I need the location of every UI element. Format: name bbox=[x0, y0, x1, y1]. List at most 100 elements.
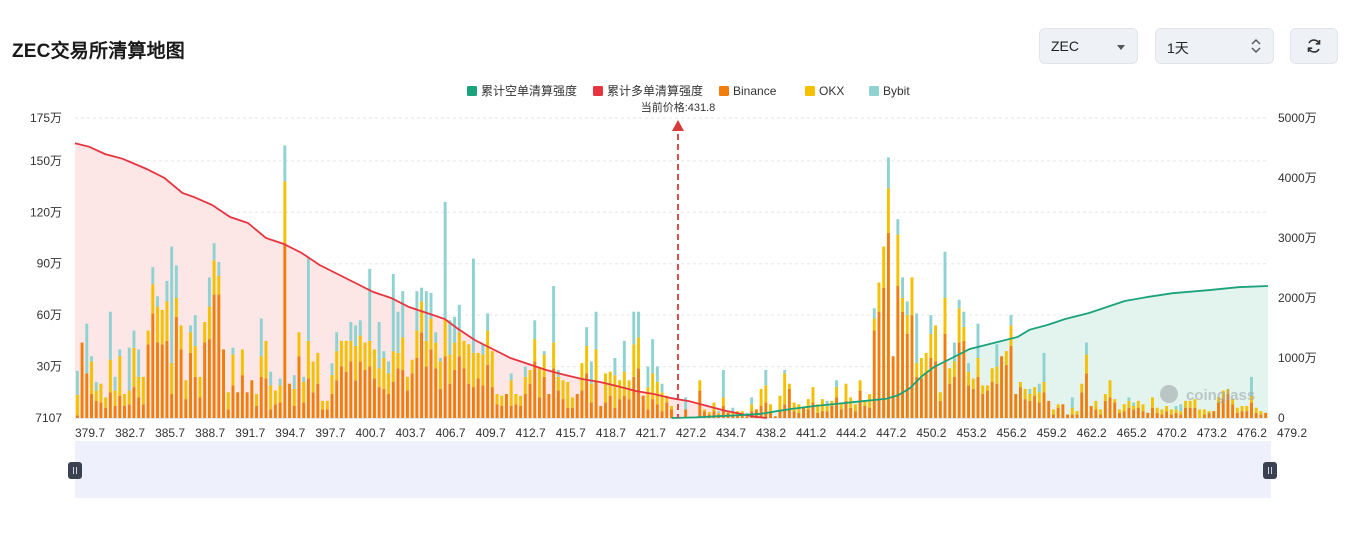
bar-okx bbox=[971, 378, 975, 389]
bar-okx bbox=[401, 337, 405, 370]
x-tick: 403.7 bbox=[395, 426, 425, 440]
bar-okx bbox=[354, 346, 358, 381]
bar-binance bbox=[618, 399, 622, 418]
bar-okx bbox=[269, 385, 273, 410]
bar-okx bbox=[486, 330, 490, 365]
bar-bybit bbox=[589, 361, 593, 384]
bar-okx bbox=[1108, 380, 1112, 398]
bar-okx bbox=[886, 188, 890, 233]
bar-okx bbox=[604, 373, 607, 403]
bar-bybit bbox=[231, 347, 235, 355]
bar-okx bbox=[967, 371, 971, 386]
bar-binance bbox=[1169, 414, 1173, 418]
bar-okx bbox=[156, 306, 159, 343]
legend-label: OKX bbox=[819, 84, 844, 98]
bar-binance bbox=[495, 404, 499, 418]
bar-bybit bbox=[457, 304, 461, 333]
bar-okx bbox=[405, 376, 409, 391]
bar-binance bbox=[1254, 412, 1258, 418]
bar-binance bbox=[349, 361, 353, 418]
symbol-select-value: ZEC bbox=[1051, 38, 1079, 54]
symbol-select[interactable]: ZEC bbox=[1039, 28, 1138, 64]
bar-binance bbox=[1084, 373, 1088, 418]
zoom-handle-right[interactable] bbox=[1263, 462, 1277, 479]
bar-binance bbox=[127, 404, 131, 418]
bar-bybit bbox=[438, 358, 442, 362]
bar-okx bbox=[1240, 406, 1244, 412]
zoom-handle-left[interactable] bbox=[68, 462, 82, 479]
bar-bybit bbox=[377, 322, 381, 369]
bar-binance bbox=[924, 373, 928, 418]
bar-okx bbox=[99, 383, 103, 403]
bar-bybit bbox=[453, 316, 457, 343]
current-price-label: 当前价格:431.8 bbox=[641, 100, 716, 114]
current-price-marker: 当前价格:431.8 bbox=[641, 100, 716, 418]
bar-binance bbox=[1136, 407, 1140, 418]
bar-binance bbox=[1174, 412, 1178, 418]
y-left-tick: 150万 bbox=[30, 154, 62, 168]
bar-bybit bbox=[212, 243, 216, 261]
bar-okx bbox=[717, 412, 721, 415]
bar-binance bbox=[1113, 402, 1117, 418]
bar-bybit bbox=[302, 376, 306, 382]
refresh-button[interactable] bbox=[1290, 28, 1338, 64]
bar-binance bbox=[896, 286, 900, 418]
bar-binance bbox=[118, 395, 122, 418]
bar-bybit bbox=[929, 315, 933, 334]
bar-okx bbox=[198, 376, 202, 398]
bar-okx bbox=[566, 382, 570, 408]
bar-bybit bbox=[1028, 388, 1032, 394]
cumulative-lines bbox=[74, 142, 1269, 419]
bar-okx bbox=[618, 380, 622, 400]
bar-binance bbox=[637, 368, 640, 418]
bar-okx bbox=[1174, 409, 1178, 413]
bar-binance bbox=[217, 294, 221, 418]
bar-okx bbox=[1004, 351, 1008, 365]
bar-bybit bbox=[684, 397, 688, 410]
x-tick: 450.2 bbox=[916, 426, 946, 440]
bar-okx bbox=[882, 246, 886, 288]
bar-okx bbox=[905, 315, 909, 334]
bar-binance bbox=[283, 243, 287, 418]
bar-binance bbox=[594, 382, 598, 418]
bar-bybit bbox=[1009, 315, 1013, 326]
bar-okx bbox=[420, 301, 424, 333]
bar-binance bbox=[94, 400, 98, 418]
period-select[interactable]: 1天 bbox=[1155, 28, 1274, 64]
bar-okx bbox=[844, 383, 848, 401]
bar-okx bbox=[556, 376, 560, 391]
bar-bybit bbox=[207, 277, 211, 307]
bar-okx bbox=[1122, 404, 1126, 412]
bar-okx bbox=[316, 352, 320, 384]
bar-binance bbox=[240, 375, 244, 418]
bar-okx bbox=[490, 351, 494, 388]
zoom-slider bbox=[68, 441, 1277, 498]
bar-okx bbox=[877, 282, 881, 312]
bar-okx bbox=[174, 298, 178, 317]
bar-bybit bbox=[750, 397, 754, 405]
bar-binance bbox=[264, 378, 268, 418]
bar-binance bbox=[938, 400, 942, 418]
bar-okx bbox=[670, 406, 673, 410]
bar-binance bbox=[1226, 394, 1230, 418]
bar-binance bbox=[1009, 346, 1013, 418]
bar-okx bbox=[792, 402, 796, 412]
bar-bybit bbox=[585, 327, 589, 346]
bar-binance bbox=[1235, 412, 1239, 418]
bar-okx bbox=[990, 368, 994, 382]
bar-okx bbox=[1042, 382, 1046, 393]
bar-okx bbox=[985, 385, 989, 391]
bar-bybit bbox=[901, 277, 905, 298]
bar-okx bbox=[321, 400, 325, 410]
bar-binance bbox=[1240, 411, 1244, 418]
x-tick: 447.2 bbox=[876, 426, 906, 440]
bar-okx bbox=[533, 339, 537, 362]
bar-binance bbox=[684, 409, 688, 418]
x-tick: 476.2 bbox=[1237, 426, 1267, 440]
bar-binance bbox=[302, 402, 306, 418]
bar-binance bbox=[962, 340, 966, 418]
bar-okx bbox=[1188, 400, 1192, 408]
bar-binance bbox=[528, 383, 532, 418]
bar-binance bbox=[844, 400, 848, 418]
bar-okx bbox=[132, 347, 136, 388]
